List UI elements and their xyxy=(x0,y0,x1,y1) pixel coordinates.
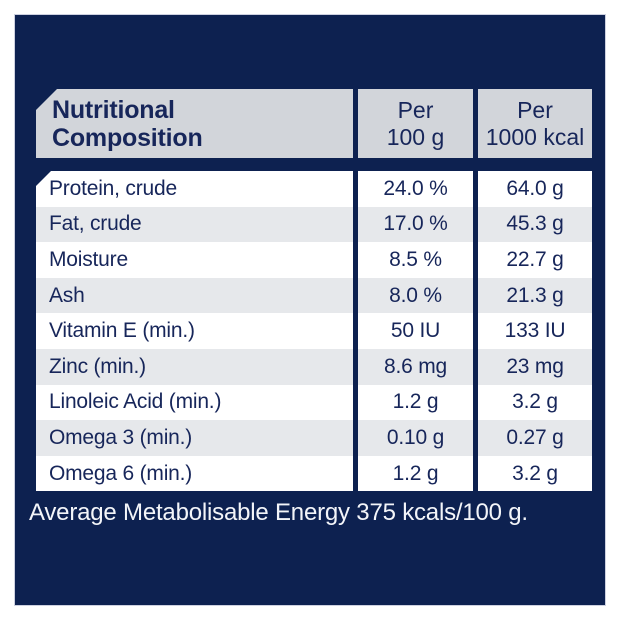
value-per-1000kcal: 21.3 g xyxy=(478,277,592,314)
value-per-100g: 0.10 g xyxy=(358,420,473,456)
column-header-per-100g: Per 100 g xyxy=(358,89,473,158)
nutrient-name: Omega 3 (min.) xyxy=(36,420,353,456)
value-per-1000kcal: 133 IU xyxy=(478,313,592,349)
table-row: Linoleic Acid (min.) 1.2 g 3.2 g xyxy=(36,384,592,421)
table-row: Omega 6 (min.) 1.2 g 3.2 g xyxy=(36,455,592,492)
value-per-1000kcal: 45.3 g xyxy=(478,206,592,243)
value-per-100g: 50 IU xyxy=(358,313,473,349)
header-per100g-line2: 100 g xyxy=(386,123,445,150)
value-per-100g: 1.2 g xyxy=(358,384,473,421)
nutrition-panel: Nutritional Composition Per 100 g Per 10… xyxy=(15,15,605,605)
nutrient-name: Omega 6 (min.) xyxy=(36,455,353,492)
table-row: Omega 3 (min.) 0.10 g 0.27 g xyxy=(36,420,592,456)
nutrient-name: Ash xyxy=(36,277,353,314)
nutrient-name: Linoleic Acid (min.) xyxy=(36,384,353,421)
value-per-100g: 17.0 % xyxy=(358,206,473,243)
header-per1000kcal-line2: 1000 kcal xyxy=(485,123,585,150)
table-row: Zinc (min.) 8.6 mg 23 mg xyxy=(36,348,592,385)
value-per-100g: 8.5 % xyxy=(358,242,473,278)
nutrition-table: Nutritional Composition Per 100 g Per 10… xyxy=(36,89,592,492)
metabolisable-energy-note: Average Metabolisable Energy 375 kcals/1… xyxy=(29,499,528,526)
value-per-100g: 1.2 g xyxy=(358,455,473,492)
header-per100g-line1: Per xyxy=(397,96,434,123)
header-per1000kcal-line1: Per xyxy=(517,96,553,123)
value-per-1000kcal: 23 mg xyxy=(478,348,592,385)
table-body: Protein, crude 24.0 % 64.0 g Fat, crude … xyxy=(36,171,592,492)
column-header-per-1000kcal: Per 1000 kcal xyxy=(478,89,592,158)
value-per-1000kcal: 64.0 g xyxy=(478,171,592,207)
table-row: Vitamin E (min.) 50 IU 133 IU xyxy=(36,313,592,349)
table-row: Fat, crude 17.0 % 45.3 g xyxy=(36,206,592,243)
value-per-100g: 24.0 % xyxy=(358,171,473,207)
value-per-1000kcal: 3.2 g xyxy=(478,384,592,421)
nutrient-name: Moisture xyxy=(36,242,353,278)
nutrient-name: Fat, crude xyxy=(36,206,353,243)
header-composition-line2: Composition xyxy=(52,123,203,152)
nutrient-name: Zinc (min.) xyxy=(36,348,353,385)
nutrient-name: Protein, crude xyxy=(36,171,353,207)
table-row: Ash 8.0 % 21.3 g xyxy=(36,277,592,314)
table-header-row: Nutritional Composition Per 100 g Per 10… xyxy=(36,89,592,158)
header-composition-line1: Nutritional xyxy=(52,95,175,124)
nutrient-name: Vitamin E (min.) xyxy=(36,313,353,349)
column-header-composition: Nutritional Composition xyxy=(36,89,353,158)
value-per-100g: 8.0 % xyxy=(358,277,473,314)
value-per-100g: 8.6 mg xyxy=(358,348,473,385)
table-row: Moisture 8.5 % 22.7 g xyxy=(36,242,592,278)
value-per-1000kcal: 0.27 g xyxy=(478,420,592,456)
table-row: Protein, crude 24.0 % 64.0 g xyxy=(36,171,592,207)
value-per-1000kcal: 3.2 g xyxy=(478,455,592,492)
value-per-1000kcal: 22.7 g xyxy=(478,242,592,278)
